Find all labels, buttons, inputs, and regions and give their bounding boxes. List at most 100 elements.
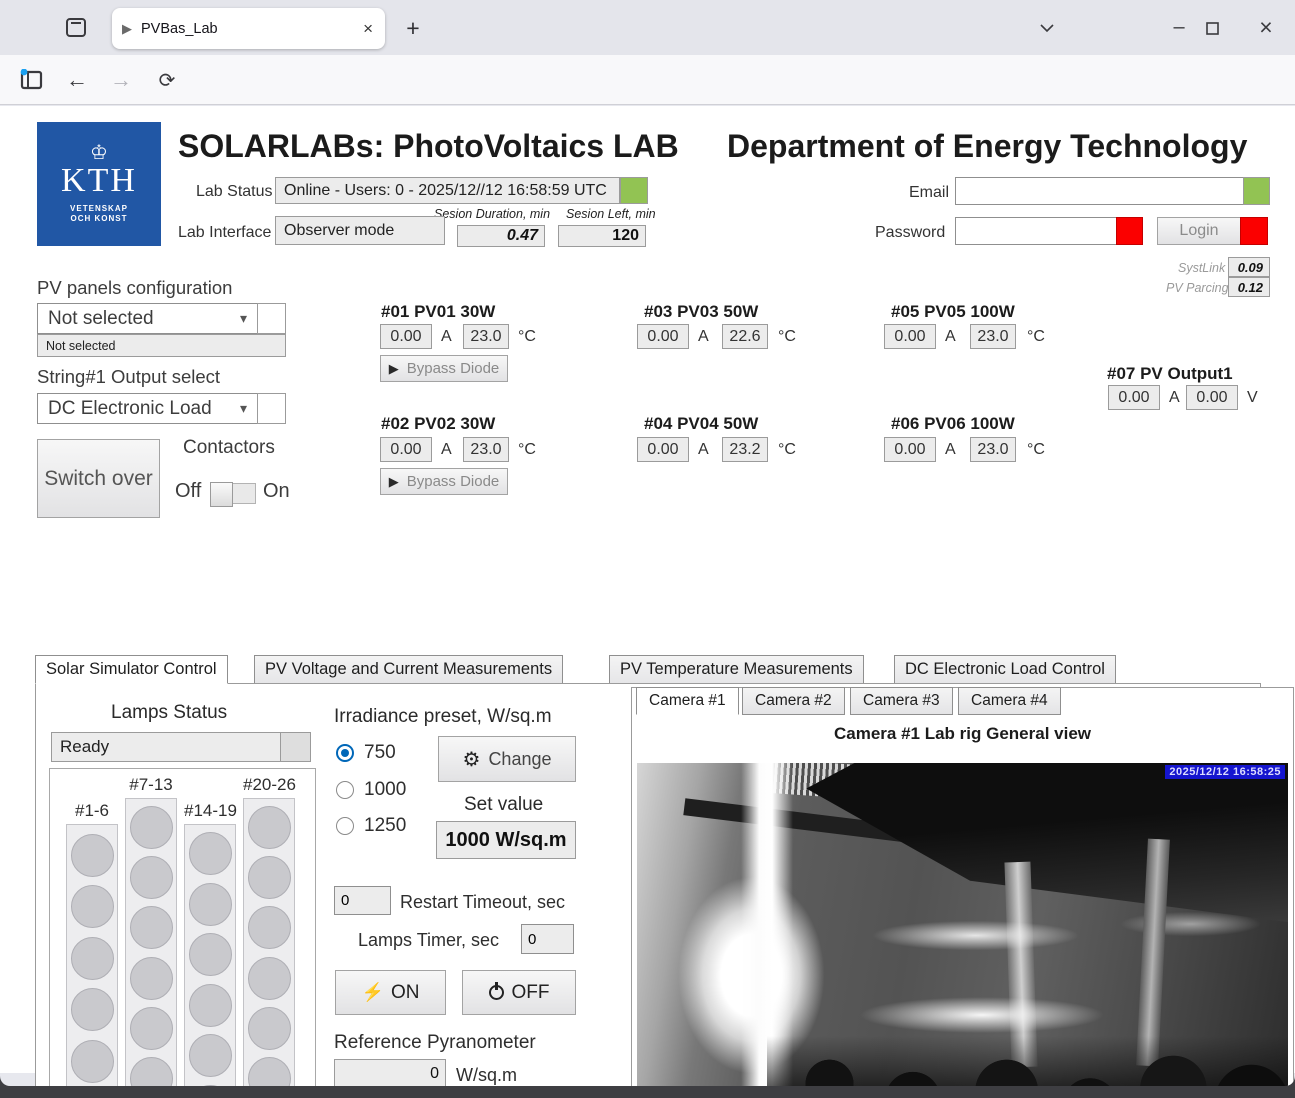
lamps-off-button[interactable]: OFF [462,970,576,1015]
lamps-status-indicator [280,732,311,762]
lamp-column-1-6: #1-6 [66,801,118,1086]
kth-crown-icon: ♔ [90,142,108,164]
lightning-icon: ⚡ [361,982,384,1002]
irradiance-radio-750[interactable]: 750 [336,742,396,764]
lamp-circle [129,906,173,950]
tab-solar-simulator-control[interactable]: Solar Simulator Control [35,655,228,684]
forward-button[interactable]: → [110,67,132,92]
pv03-title: #03 PV03 50W [644,302,759,321]
pv01-bypass-diode-button[interactable]: ▶ Bypass Diode [380,355,508,382]
pv-config-heading: PV panels configuration [37,277,233,298]
irradiance-radio-1000[interactable]: 1000 [336,779,406,801]
lab-interface-label: Lab Interface [178,224,272,241]
change-button[interactable]: ⚙ Change [438,736,576,782]
lamp-circle [188,983,232,1027]
new-tab-button[interactable]: + [406,14,420,41]
tab-dc-electronic-load[interactable]: DC Electronic Load Control [894,655,1116,684]
password-indicator [1116,217,1143,245]
browser-tab[interactable]: ▶ PVBas_Lab × [112,8,385,49]
lamp-circle [70,988,114,1032]
sidebar-toggle-icon[interactable] [20,69,46,93]
camera-view-title: Camera #1 Lab rig General view [833,724,1091,743]
string-output-heading: String#1 Output select [37,366,221,387]
lamp-circle [247,856,291,900]
pv-parcing-value: 0.12 [1228,277,1270,297]
session-left-value: 120 [558,225,646,247]
ref-pyranometer-unit: W/sq.m [456,1065,517,1085]
toggle-handle[interactable] [210,482,233,507]
lamp-circle [129,956,173,1000]
window-minimize-button[interactable]: – [1173,15,1185,38]
pv02-bypass-diode-button[interactable]: ▶ Bypass Diode [380,468,508,495]
switch-over-button[interactable]: Switch over [37,439,160,518]
lamp-circle [129,856,173,900]
reload-button[interactable]: ⟳ [158,69,176,92]
pv01-current: 0.00 [380,324,432,349]
tab-pv-voltage-current[interactable]: PV Voltage and Current Measurements [254,655,564,684]
irradiance-radio-1250[interactable]: 1250 [336,815,406,837]
restart-timeout-input[interactable] [334,886,391,915]
solar-simulator-panel: Lamps Status Ready #1-6 #7-13 #14-19 [35,683,1294,1086]
set-value-label: Set value [464,794,544,815]
pv02-title: #02 PV02 30W [381,414,496,433]
lamps-status-heading: Lamps Status [111,702,228,723]
vertical-tabs-icon[interactable] [62,14,90,40]
lamp-circle [247,906,291,950]
tab-overflow-chevron-icon[interactable] [1035,17,1059,39]
lamp-column-7-13: #7-13 [125,775,177,1086]
systlink-label: SystLink [1178,261,1226,275]
lamp-circle [70,936,114,980]
play-icon: ▶ [388,473,399,489]
department-title: Department of Energy Technology [727,128,1248,164]
lamp-circle [188,933,232,977]
pv05-temp: 23.0 [970,324,1016,349]
pv05-current: 0.00 [884,324,936,349]
session-left-label: Sesion Left, min [566,207,656,221]
page-favicon: ▶ [122,20,132,36]
back-button[interactable]: ← [66,67,88,92]
camera-tab-2[interactable]: Camera #2 [742,687,845,715]
email-field[interactable] [955,177,1244,205]
pv-output1-title: #07 PV Output1 [1107,364,1233,383]
contactors-toggle[interactable] [210,482,256,507]
camera-feed-image: 2025/12/12 16:58:25 [637,763,1288,1086]
tab-pv-temperature[interactable]: PV Temperature Measurements [609,655,864,684]
tab-close-icon[interactable]: × [363,18,373,38]
kth-logo: ♔ KTH VETENSKAP OCH KONST [37,122,161,246]
camera-tab-1[interactable]: Camera #1 [636,687,739,715]
lamp-circle [129,1056,173,1086]
pv-config-dropdown[interactable]: Not selected ▾ [37,303,258,334]
string-output-dropdown[interactable]: DC Electronic Load ▾ [37,393,258,424]
camera-tab-4[interactable]: Camera #4 [958,687,1061,715]
pv05-title: #05 PV05 100W [891,302,1015,321]
camera-tab-3[interactable]: Camera #3 [850,687,953,715]
radio-icon [336,817,354,835]
lamp-circle [129,806,173,850]
login-button[interactable]: Login [1157,217,1241,245]
pv02-current: 0.00 [380,437,432,462]
pv04-title: #04 PV04 50W [644,414,759,433]
lamp-circle [247,806,291,850]
restart-timeout-label: Restart Timeout, sec [400,892,566,912]
lamps-on-button[interactable]: ⚡ ON [335,970,446,1015]
lamp-column-20-26: #20-26 [243,775,296,1086]
ref-pyranometer-label: Reference Pyranometer [334,1032,536,1053]
lamp-circle [247,1056,291,1086]
browser-toolbar: ← → ⟳ Not Secure http://solarlabs.energy… [0,55,1295,154]
pv06-temp: 23.0 [970,437,1016,462]
pv06-title: #06 PV06 100W [891,414,1015,433]
camera-group: Camera #1 Camera #2 Camera #3 Camera #4 … [631,687,1294,1086]
string-output-indicator [257,393,286,424]
window-close-button[interactable]: × [1259,13,1273,40]
pv04-temp: 23.2 [722,437,768,462]
window-maximize-button[interactable] [1198,17,1226,39]
ref-pyranometer-value: 0 [334,1059,446,1086]
session-duration-label: Sesion Duration, min [434,207,551,221]
camera-timestamp: 2025/12/12 16:58:25 [1165,765,1285,779]
password-field[interactable] [955,217,1117,245]
lab-status-field: Online - Users: 0 - 2025/12//12 16:58:59… [275,177,620,204]
lamps-timer-input[interactable] [521,924,574,954]
set-value-display: 1000 W/sq.m [436,821,576,859]
